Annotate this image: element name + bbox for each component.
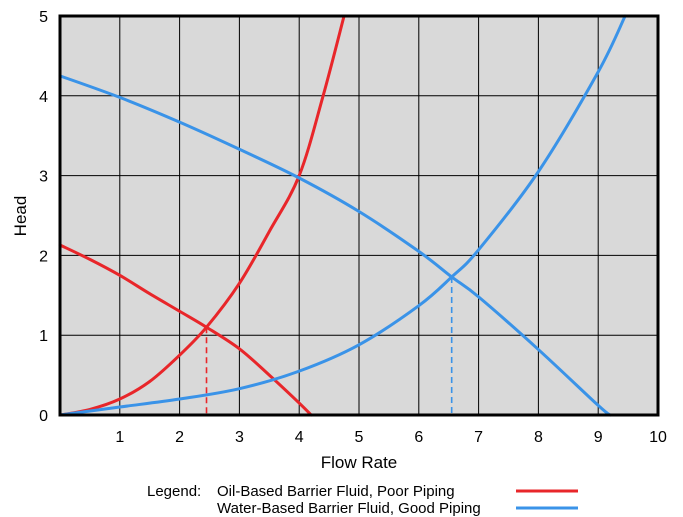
y-tick-label: 2 <box>39 248 48 265</box>
x-tick-label: 1 <box>115 429 124 446</box>
series-line-2 <box>58 74 612 417</box>
x-tick-label: 10 <box>649 429 667 446</box>
x-tick-label: 4 <box>295 429 304 446</box>
series-layer <box>58 14 627 417</box>
y-tick-labels: 0 1 2 3 4 5 <box>39 9 48 425</box>
y-tick-label: 4 <box>39 89 48 106</box>
series-line-3 <box>58 14 627 417</box>
x-tick-label: 5 <box>355 429 364 446</box>
y-tick-label: 5 <box>39 9 48 26</box>
x-tick-label: 9 <box>594 429 603 446</box>
legend: Legend: Oil-Based Barrier Fluid, Poor Pi… <box>147 483 578 517</box>
y-tick-label: 1 <box>39 328 48 345</box>
operating-point-markers <box>205 276 453 415</box>
legend-label-oil: Oil-Based Barrier Fluid, Poor Piping <box>217 483 455 500</box>
y-axis-label: Head <box>11 196 30 237</box>
legend-label-water: Water-Based Barrier Fluid, Good Piping <box>217 500 481 517</box>
grid <box>60 16 658 415</box>
y-tick-label: 3 <box>39 169 48 186</box>
x-tick-label: 2 <box>175 429 184 446</box>
x-tick-label: 8 <box>534 429 543 446</box>
legend-heading: Legend: <box>147 483 201 500</box>
x-tick-label: 6 <box>414 429 423 446</box>
plot-frame <box>58 14 660 417</box>
x-tick-labels: 1 2 3 4 5 6 7 8 9 10 <box>115 429 667 446</box>
x-tick-label: 3 <box>235 429 244 446</box>
y-tick-label: 0 <box>39 408 48 425</box>
series-line-0 <box>58 243 313 417</box>
x-axis-label: Flow Rate <box>321 453 398 472</box>
x-tick-label: 7 <box>474 429 483 446</box>
series-line-1 <box>58 14 346 417</box>
